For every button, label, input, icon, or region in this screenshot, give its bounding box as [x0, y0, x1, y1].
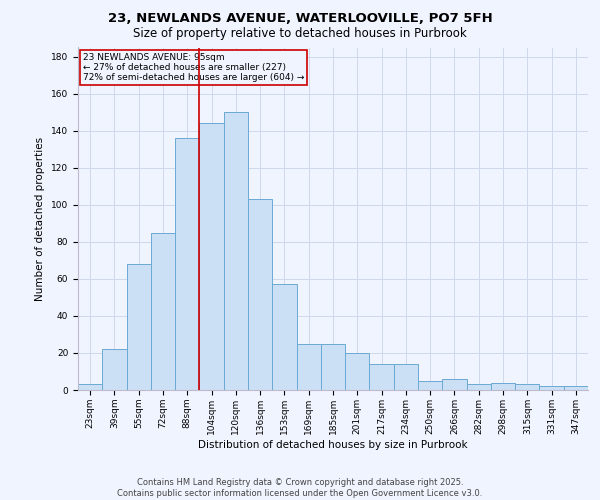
Bar — [127, 264, 151, 390]
Bar — [175, 138, 199, 390]
Bar — [345, 353, 370, 390]
Bar — [272, 284, 296, 390]
Bar — [564, 386, 588, 390]
Text: 23, NEWLANDS AVENUE, WATERLOOVILLE, PO7 5FH: 23, NEWLANDS AVENUE, WATERLOOVILLE, PO7 … — [107, 12, 493, 26]
Bar — [394, 364, 418, 390]
Bar — [418, 380, 442, 390]
Bar — [248, 200, 272, 390]
Bar — [515, 384, 539, 390]
Bar — [151, 232, 175, 390]
Bar — [370, 364, 394, 390]
Bar — [442, 379, 467, 390]
X-axis label: Distribution of detached houses by size in Purbrook: Distribution of detached houses by size … — [198, 440, 468, 450]
Bar — [467, 384, 491, 390]
Bar — [296, 344, 321, 390]
Text: Contains HM Land Registry data © Crown copyright and database right 2025.
Contai: Contains HM Land Registry data © Crown c… — [118, 478, 482, 498]
Bar — [102, 350, 127, 390]
Bar — [78, 384, 102, 390]
Bar — [539, 386, 564, 390]
Y-axis label: Number of detached properties: Number of detached properties — [35, 136, 46, 301]
Bar — [321, 344, 345, 390]
Bar — [224, 112, 248, 390]
Text: Size of property relative to detached houses in Purbrook: Size of property relative to detached ho… — [133, 28, 467, 40]
Bar — [491, 382, 515, 390]
Bar — [199, 124, 224, 390]
Text: 23 NEWLANDS AVENUE: 95sqm
← 27% of detached houses are smaller (227)
72% of semi: 23 NEWLANDS AVENUE: 95sqm ← 27% of detac… — [83, 52, 304, 82]
